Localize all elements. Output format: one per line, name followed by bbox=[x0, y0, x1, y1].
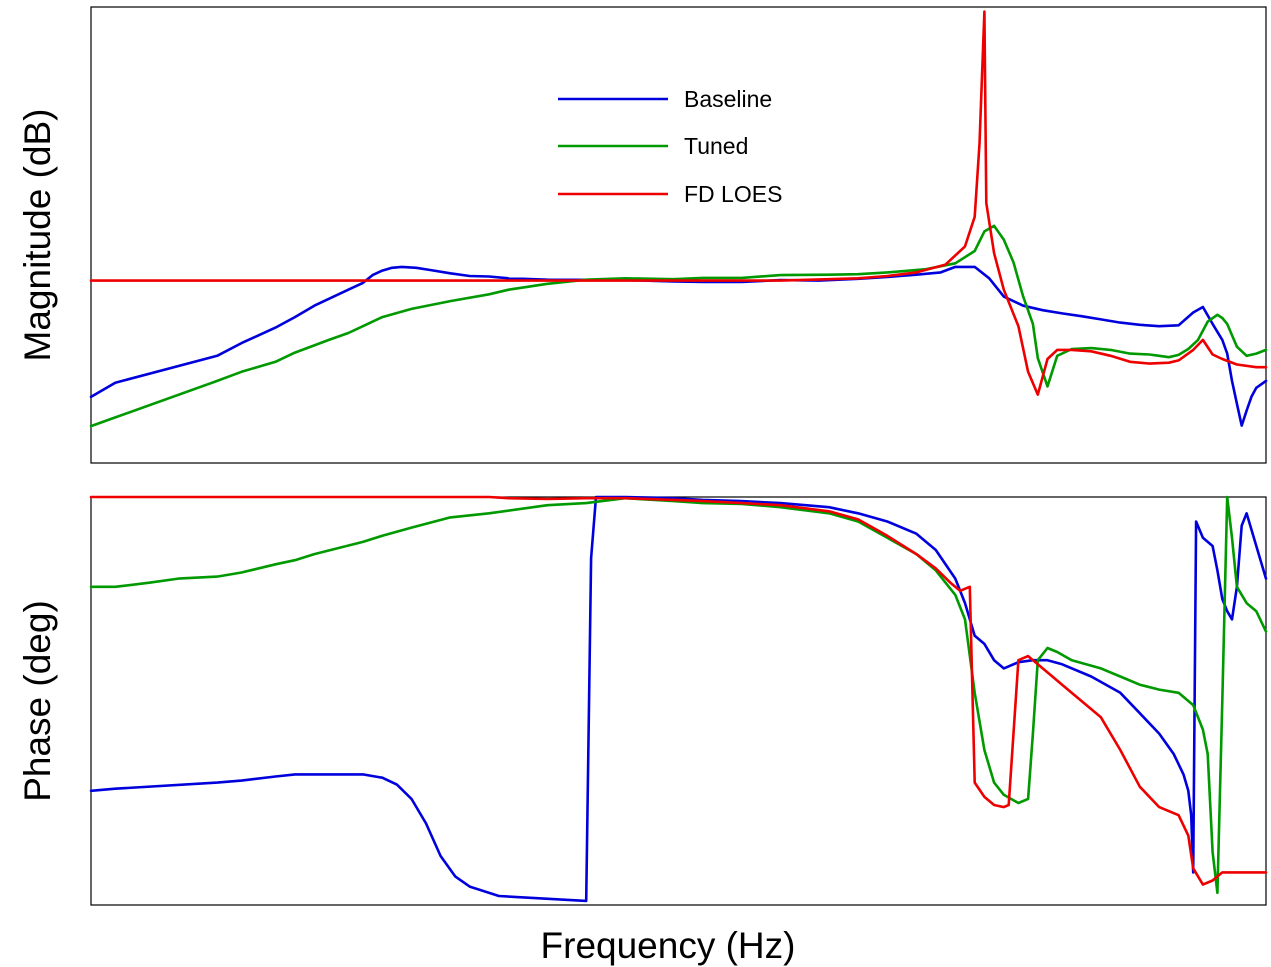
magnitude-series-tuned bbox=[89, 224, 1268, 428]
magnitude-series-baseline bbox=[89, 265, 1268, 427]
magnitude-axes-frame bbox=[90, 6, 1267, 464]
legend-label-fd-loes: FD LOES bbox=[684, 181, 782, 207]
phase-plot: Phase (deg) bbox=[17, 495, 1268, 906]
phase-series-fd-loes bbox=[89, 495, 1268, 886]
magnitude-y-axis-label: Magnitude (dB) bbox=[17, 109, 58, 362]
phase-axes-frame bbox=[90, 496, 1267, 906]
phase-y-axis-label: Phase (deg) bbox=[17, 600, 58, 802]
legend: Baseline Tuned FD LOES bbox=[558, 86, 782, 207]
magnitude-series-group bbox=[89, 10, 1268, 428]
magnitude-plot: Baseline Tuned FD LOES Magnitude (dB) bbox=[17, 6, 1268, 464]
legend-label-tuned: Tuned bbox=[684, 133, 748, 159]
phase-series-group bbox=[89, 495, 1268, 903]
magnitude-series-fd-loes bbox=[89, 10, 1268, 396]
phase-series-tuned bbox=[89, 495, 1268, 895]
x-axis-label: Frequency (Hz) bbox=[541, 925, 796, 966]
phase-series-baseline bbox=[89, 495, 1268, 903]
legend-label-baseline: Baseline bbox=[684, 86, 772, 112]
